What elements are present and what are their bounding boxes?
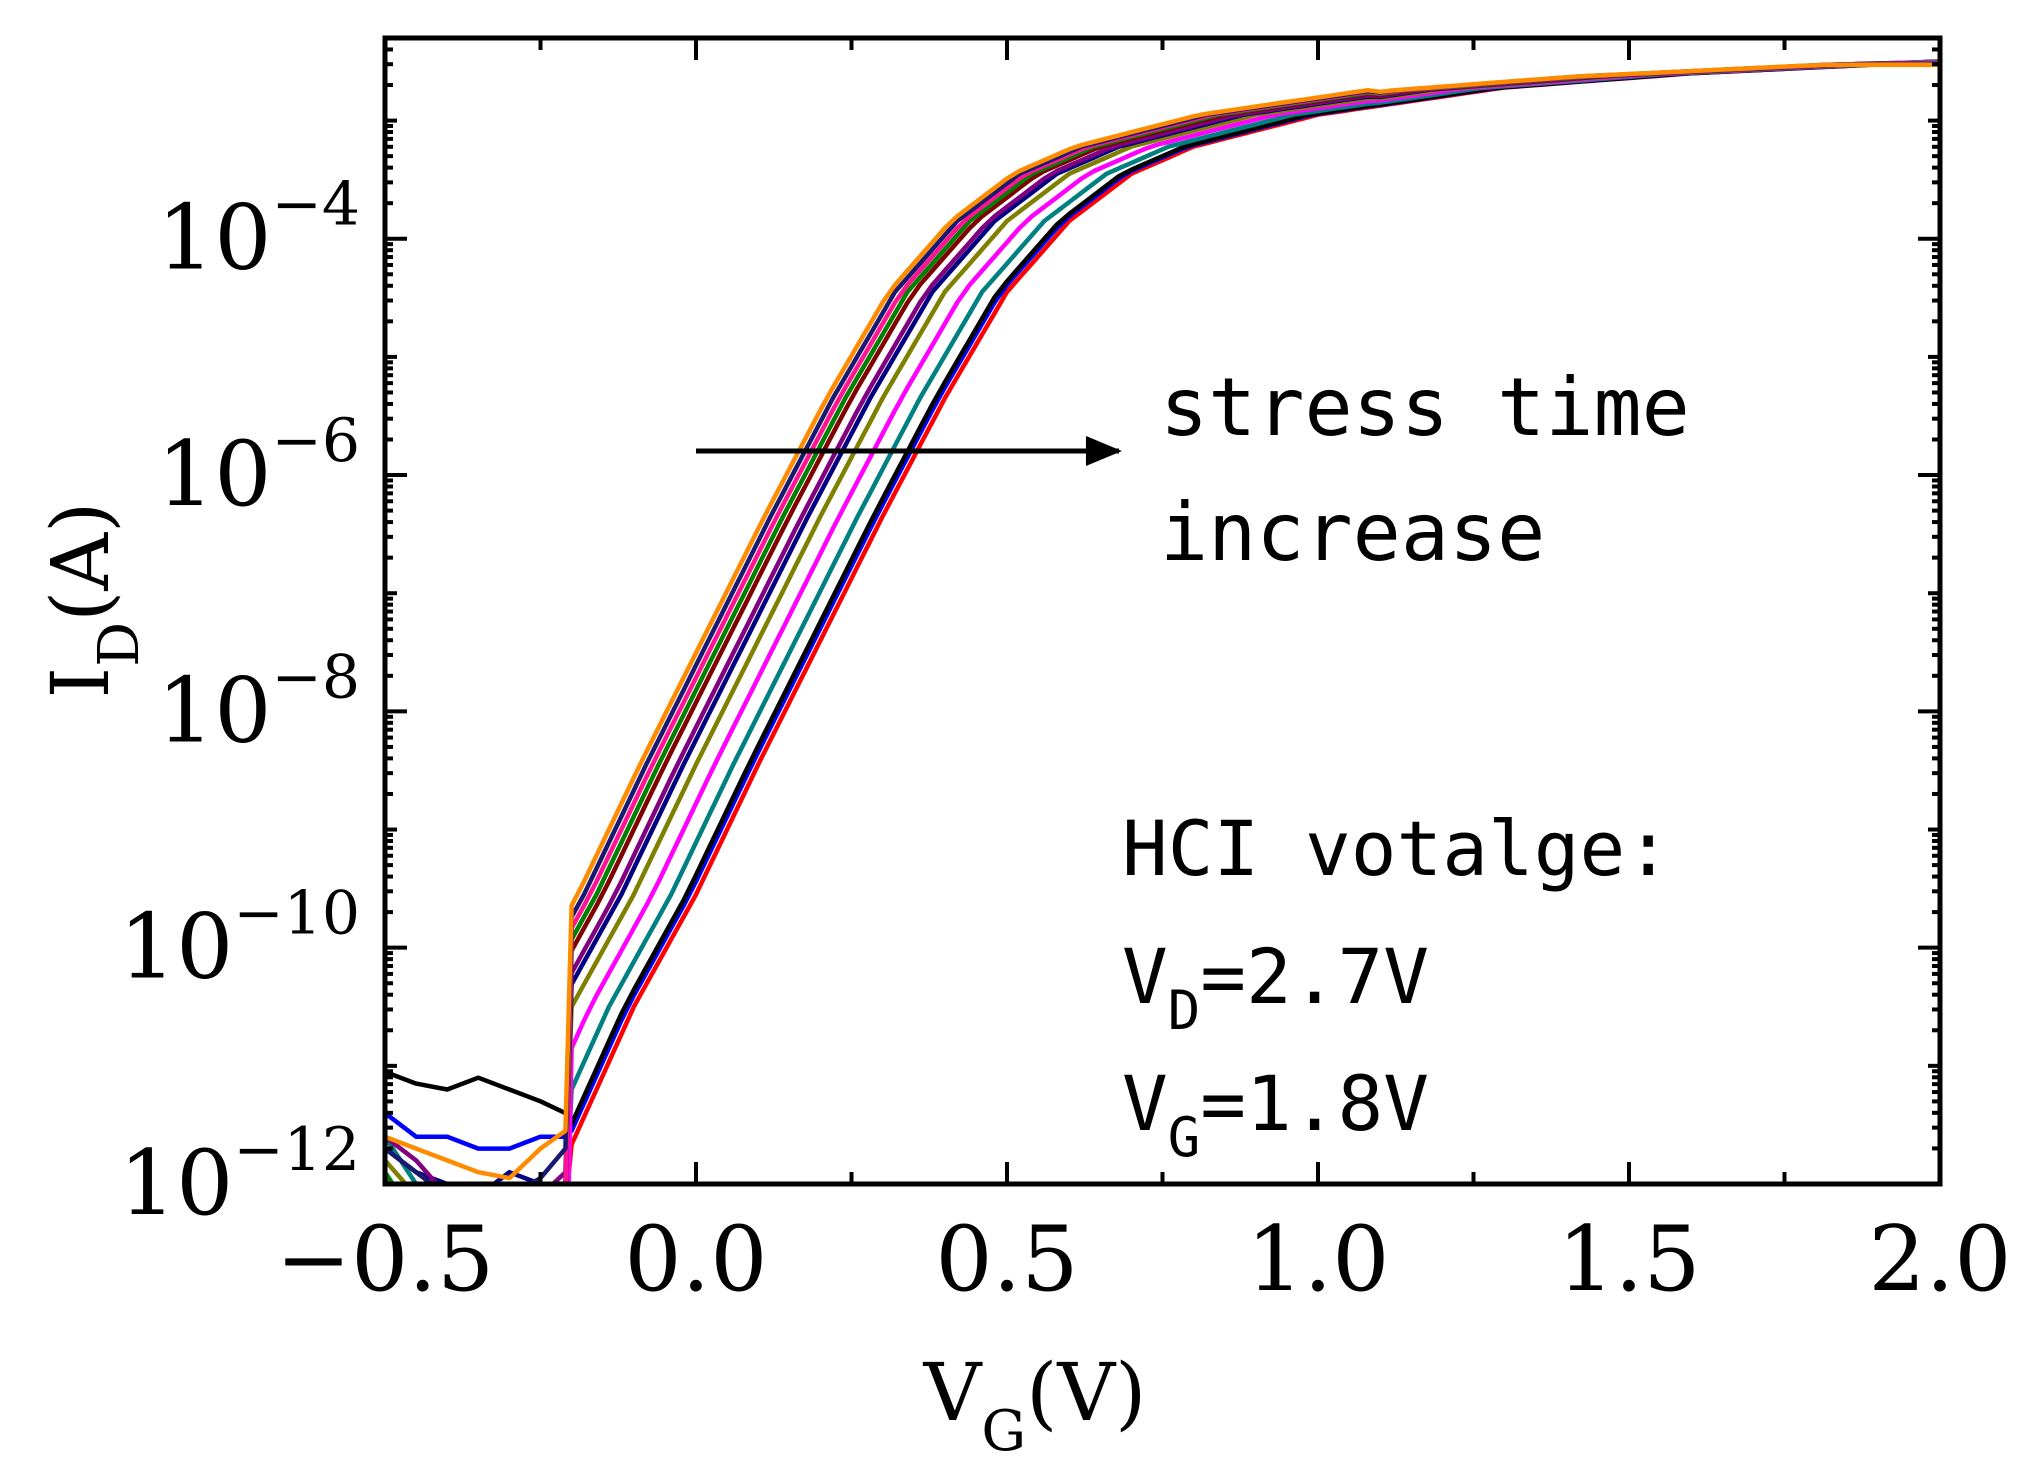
- x-tick-label: 0.0: [624, 1207, 767, 1312]
- vg-main: V: [1122, 1059, 1168, 1148]
- vd-sub: D: [1168, 979, 1201, 1042]
- x-tick-label: 0.5: [935, 1207, 1078, 1312]
- tick-layer: [383, 36, 1942, 1186]
- x-axis-label-sub: G: [981, 1399, 1026, 1464]
- y-tick-label: 10−12: [119, 1115, 360, 1236]
- x-tick-label: −0.5: [276, 1207, 495, 1312]
- x-tick-label: 1.0: [1246, 1207, 1389, 1312]
- conditions-vg: VG=1.8V: [1122, 1059, 1429, 1169]
- x-axis-label-unit: (V): [1026, 1346, 1146, 1439]
- vg-sub: G: [1168, 1106, 1201, 1169]
- x-tick-label: 2.0: [1868, 1207, 2011, 1312]
- y-axis-label-sub: D: [87, 622, 152, 667]
- conditions-title: HCI votalge:: [1122, 804, 1671, 893]
- y-axis-label-main: I: [34, 667, 127, 699]
- y-tick-label: 10−8: [157, 642, 360, 763]
- tick-label-layer: −0.5 0.0 0.5 1.0 1.5 2.0 10−12 10−10 10−8 10−6 10−…: [119, 170, 2012, 1312]
- annotation-line-1: stress time: [1160, 361, 1690, 454]
- y-axis-label-unit: (A): [34, 502, 127, 622]
- vd-main: V: [1122, 932, 1168, 1021]
- annotation-line-2: increase: [1160, 486, 1545, 579]
- series-line-12: [385, 62, 1940, 1181]
- vg-value: =1.8V: [1200, 1059, 1429, 1148]
- vd-value: =2.7V: [1200, 932, 1429, 1021]
- y-tick-label: 10−10: [119, 879, 360, 1000]
- conditions-vd: VD=2.7V: [1122, 932, 1429, 1042]
- curve-layer: [385, 59, 1940, 1184]
- y-axis-label: ID(A): [34, 502, 152, 699]
- x-tick-label: 1.5: [1557, 1207, 1700, 1312]
- y-tick-label: 10−6: [157, 406, 360, 527]
- x-axis-label-main: V: [923, 1346, 983, 1439]
- x-axis-label: VG(V): [923, 1346, 1147, 1464]
- y-tick-label: 10−4: [157, 170, 360, 291]
